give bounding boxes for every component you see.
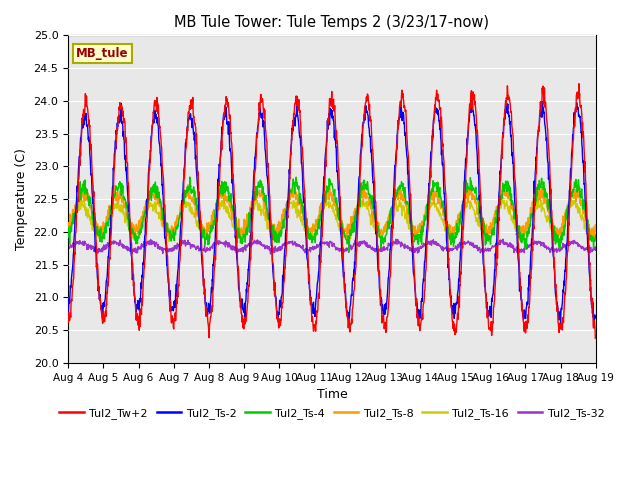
- X-axis label: Time: Time: [317, 388, 348, 401]
- Text: MB_tule: MB_tule: [76, 47, 129, 60]
- Title: MB Tule Tower: Tule Temps 2 (3/23/17-now): MB Tule Tower: Tule Temps 2 (3/23/17-now…: [175, 15, 490, 30]
- Y-axis label: Temperature (C): Temperature (C): [15, 148, 28, 250]
- Legend: Tul2_Tw+2, Tul2_Ts-2, Tul2_Ts-4, Tul2_Ts-8, Tul2_Ts-16, Tul2_Ts-32: Tul2_Tw+2, Tul2_Ts-2, Tul2_Ts-4, Tul2_Ts…: [55, 403, 609, 423]
